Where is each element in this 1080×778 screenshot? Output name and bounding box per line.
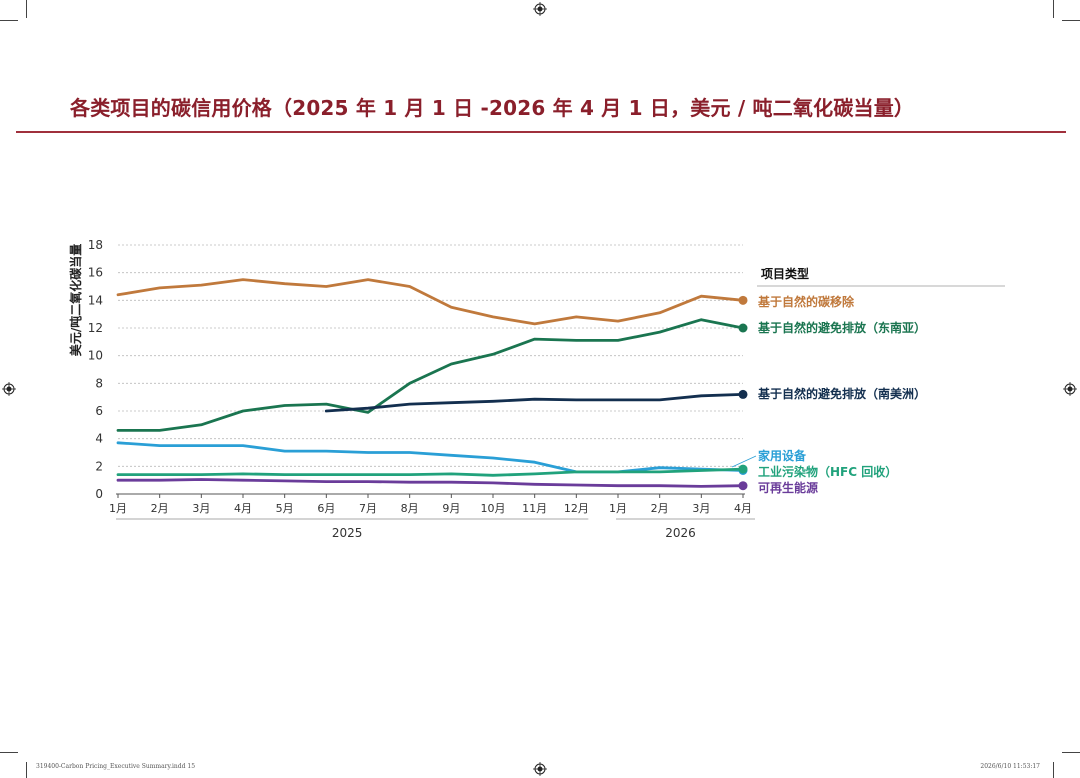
x-tick-label: 1月 [609,502,627,515]
registration-mark-bottom-icon [533,762,547,776]
legend-label: 家用设备 [758,448,807,463]
gridlines [118,244,743,467]
series-line [324,393,745,413]
crop-mark-br-v [1053,762,1054,778]
legend-label: 基于自然的避免排放（东南亚） [757,320,926,335]
series-end-point [738,295,748,305]
footer-file-info: 319400-Carbon Pricing_Executive Summary.… [36,763,196,770]
series-line [116,318,745,432]
series-line [116,441,745,474]
y-tick-label: 4 [95,432,103,446]
y-tick-label: 18 [88,238,103,252]
registration-mark-right-icon [1063,382,1077,396]
y-tick-label: 0 [95,487,103,501]
crop-mark-tr-h [1062,20,1080,21]
y-tick-label: 14 [88,293,103,307]
y-tick-label: 10 [88,349,103,363]
legend-label: 可再生能源 [758,480,818,495]
y-tick-label: 8 [95,376,103,390]
x-tick-label: 3月 [192,502,210,515]
registration-mark-left-icon [2,382,16,396]
legend-leader-line [731,455,757,468]
x-tick-label: 3月 [692,502,710,515]
x-tick-label: 9月 [442,502,460,515]
crop-mark-bl-v [26,762,27,778]
legend-label: 工业污染物（HFC 回收） [758,464,897,479]
x-tick-label: 2月 [151,502,169,515]
x-tick-label: 11月 [522,502,547,515]
crop-mark-bl-h [0,752,18,753]
x-tick-label: 1月 [109,502,127,515]
year-groups: 2025 2026 [116,518,755,540]
crop-mark-tl-h [0,20,18,21]
series-lines [116,278,748,491]
x-tick-label: 4月 [734,502,752,515]
registration-mark-top-icon [533,2,547,16]
legend-label: 基于自然的碳移除 [757,294,855,309]
x-tick-label: 8月 [401,502,419,515]
x-tick-label: 6月 [317,502,335,515]
x-tick-label: 12月 [564,502,589,515]
x-tick-label: 4月 [234,502,252,515]
crop-mark-tr-v [1053,0,1054,18]
series-line [116,278,745,326]
crop-mark-br-h [1062,752,1080,753]
page-title: 各类项目的碳信用价格（2025 年 1 月 1 日 -2026 年 4 月 1 … [70,96,915,120]
title-divider [16,131,1066,133]
x-tick-label: 5月 [276,502,294,515]
x-axis-ticks: 1月 2月 3月 4月 5月 6月 7月 8月 9月 10月 11月 12月 1月 2月 3月 4月 [109,494,752,515]
legend-label: 基于自然的避免排放（南美洲） [757,386,926,401]
year-label: 2026 [665,526,696,540]
year-label: 2025 [332,526,363,540]
series-end-point [738,464,748,474]
legend-title: 项目类型 [761,266,809,281]
series-end-point [738,389,748,399]
y-axis-ticks: 0 2 4 6 8 10 12 14 16 18 [88,238,103,501]
series-end-point [738,481,748,491]
y-tick-label: 16 [88,266,103,280]
series-line [116,478,745,488]
y-axis-label: 美元/吨二氧化碳当量 [68,244,83,356]
x-tick-label: 7月 [359,502,377,515]
x-tick-label: 10月 [481,502,506,515]
series-line [116,467,745,477]
y-tick-label: 2 [95,459,103,473]
y-tick-label: 12 [88,321,103,335]
y-tick-label: 6 [95,404,103,418]
series-end-point [738,323,748,333]
crop-mark-tl-v [26,0,27,18]
x-tick-label: 2月 [651,502,669,515]
footer-timestamp: 2026/6/10 11:53:17 [980,763,1040,770]
